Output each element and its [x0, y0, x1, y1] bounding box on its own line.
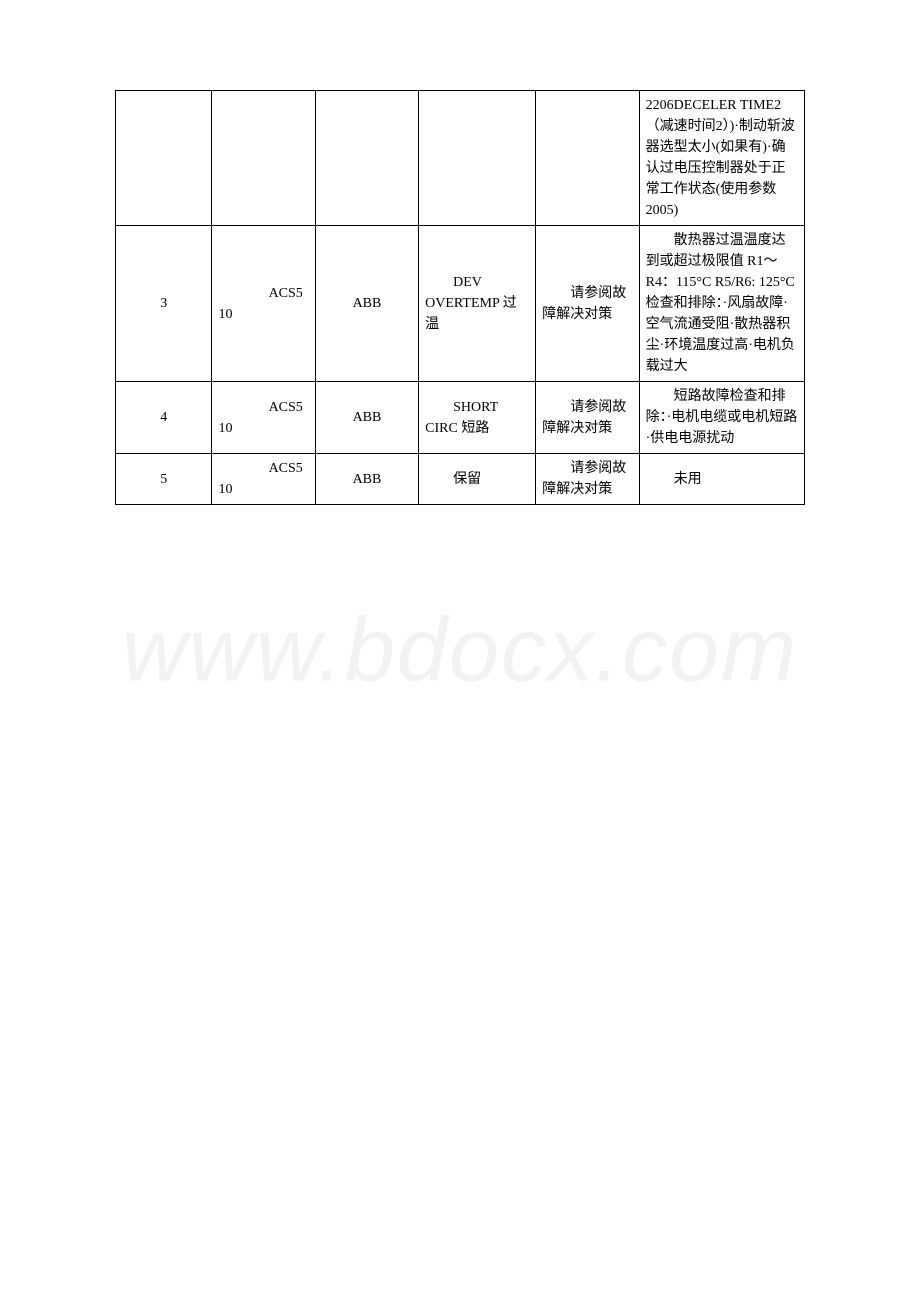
model-number: 10: [218, 304, 308, 325]
cell-action: 请参阅故障解决对策: [536, 382, 639, 454]
model-number: 10: [218, 418, 308, 439]
cell-index: 5: [116, 454, 212, 505]
cell-brand: ABB: [315, 226, 418, 382]
cell-description: 未用: [639, 454, 804, 505]
cell-description: 散热器过温温度达到或超过极限值 R1～R4：115°C R5/R6: 125°C…: [639, 226, 804, 382]
cell-fault: 保留: [419, 454, 536, 505]
cell-action: [536, 91, 639, 226]
table-row: 4 ACS5 10 ABB SHORT CIRC 短路 请参阅故障解决对策 短路…: [116, 382, 805, 454]
cell-action: 请参阅故障解决对策: [536, 226, 639, 382]
cell-index: 4: [116, 382, 212, 454]
model-label: ACS5: [218, 283, 308, 304]
table-row: 5 ACS5 10 ABB 保留 请参阅故障解决对策 未用: [116, 454, 805, 505]
cell-fault: DEV OVERTEMP 过温: [419, 226, 536, 382]
cell-description: 短路故障检查和排除：·电机电缆或电机短路·供电电源扰动: [639, 382, 804, 454]
cell-model: ACS5 10: [212, 454, 315, 505]
model-label: ACS5: [218, 397, 308, 418]
model-number: 10: [218, 479, 308, 500]
cell-brand: ABB: [315, 454, 418, 505]
cell-fault: [419, 91, 536, 226]
cell-action: 请参阅故障解决对策: [536, 454, 639, 505]
table-row: 3 ACS5 10 ABB DEV OVERTEMP 过温 请参阅故障解决对策 …: [116, 226, 805, 382]
fault-table: 2206DECELER TIME2（减速时间2）)·制动斩波器选型太小(如果有)…: [115, 90, 805, 505]
cell-model: ACS5 10: [212, 226, 315, 382]
cell-index: 3: [116, 226, 212, 382]
cell-brand: [315, 91, 418, 226]
cell-description: 2206DECELER TIME2（减速时间2）)·制动斩波器选型太小(如果有)…: [639, 91, 804, 226]
cell-index: [116, 91, 212, 226]
model-label: ACS5: [218, 458, 308, 479]
cell-brand: ABB: [315, 382, 418, 454]
cell-fault: SHORT CIRC 短路: [419, 382, 536, 454]
cell-model: [212, 91, 315, 226]
cell-model: ACS5 10: [212, 382, 315, 454]
table-row: 2206DECELER TIME2（减速时间2）)·制动斩波器选型太小(如果有)…: [116, 91, 805, 226]
table-container: 2206DECELER TIME2（减速时间2）)·制动斩波器选型太小(如果有)…: [0, 0, 920, 615]
